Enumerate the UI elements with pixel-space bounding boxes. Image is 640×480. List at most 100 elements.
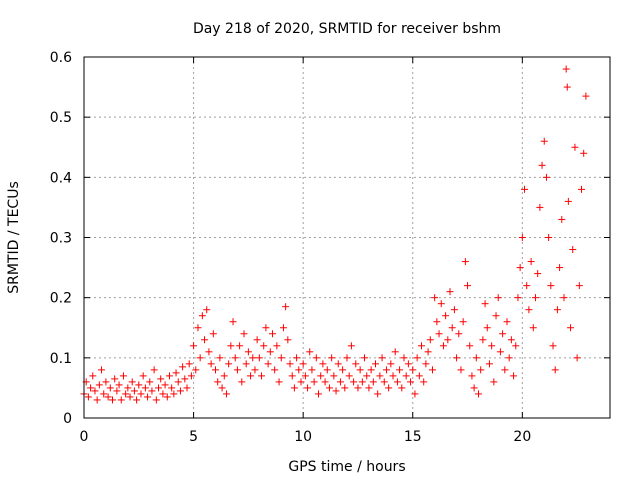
data-point xyxy=(183,384,191,392)
data-point xyxy=(367,366,375,374)
data-point xyxy=(505,354,513,362)
data-point xyxy=(306,348,314,356)
data-point xyxy=(196,354,204,362)
data-point xyxy=(457,366,465,374)
data-point xyxy=(556,264,564,272)
data-point xyxy=(253,336,261,344)
data-point xyxy=(387,360,395,368)
data-point xyxy=(442,312,450,320)
data-point xyxy=(343,354,351,362)
data-point xyxy=(409,366,417,374)
data-point xyxy=(481,300,489,308)
data-point xyxy=(404,360,412,368)
data-point xyxy=(161,381,169,389)
data-point xyxy=(209,330,217,338)
data-point xyxy=(130,387,138,395)
data-point xyxy=(194,324,202,332)
data-point xyxy=(163,393,171,401)
data-point xyxy=(407,378,415,386)
data-point xyxy=(288,372,296,380)
data-point xyxy=(514,294,522,302)
data-point xyxy=(128,378,136,386)
data-point xyxy=(459,318,467,326)
data-point xyxy=(494,294,502,302)
data-point xyxy=(102,378,110,386)
data-point xyxy=(558,215,566,223)
data-point xyxy=(290,384,298,392)
data-point xyxy=(564,197,572,205)
data-point xyxy=(413,354,421,362)
data-point xyxy=(115,381,123,389)
data-point xyxy=(220,372,228,380)
data-point xyxy=(492,312,500,320)
data-point xyxy=(332,387,340,395)
data-point xyxy=(100,390,108,398)
data-point xyxy=(104,393,112,401)
data-point xyxy=(301,372,309,380)
data-point xyxy=(402,372,410,380)
x-tick-label: 15 xyxy=(404,429,422,445)
data-point xyxy=(516,264,524,272)
data-point xyxy=(323,366,331,374)
data-point xyxy=(466,342,474,350)
data-point xyxy=(148,387,156,395)
data-point xyxy=(295,366,303,374)
data-point xyxy=(542,173,550,181)
data-point xyxy=(391,348,399,356)
data-point xyxy=(95,381,103,389)
data-point xyxy=(321,378,329,386)
data-point xyxy=(562,65,570,73)
data-point xyxy=(304,384,312,392)
data-point xyxy=(190,342,198,350)
data-point xyxy=(165,372,173,380)
data-point xyxy=(207,360,215,368)
data-point xyxy=(111,375,119,383)
x-axis-label: GPS time / hours xyxy=(288,459,405,475)
data-point xyxy=(187,372,195,380)
data-point xyxy=(534,270,542,278)
data-point xyxy=(444,336,452,344)
data-point xyxy=(529,324,537,332)
data-point xyxy=(485,360,493,368)
data-point xyxy=(325,384,333,392)
data-point xyxy=(108,396,116,404)
y-tick-label: 0.1 xyxy=(50,351,72,367)
data-point xyxy=(273,342,281,350)
data-point xyxy=(448,324,456,332)
data-point xyxy=(174,378,182,386)
data-point xyxy=(418,342,426,350)
y-tick-label: 0.6 xyxy=(50,50,72,66)
data-point xyxy=(380,378,388,386)
data-point xyxy=(179,363,187,371)
data-point xyxy=(93,396,101,404)
data-point xyxy=(144,393,152,401)
data-point xyxy=(365,384,373,392)
data-point xyxy=(312,354,320,362)
data-point xyxy=(244,348,252,356)
data-point xyxy=(218,384,226,392)
data-point xyxy=(580,149,588,157)
data-point xyxy=(159,390,167,398)
data-point xyxy=(141,384,149,392)
data-point xyxy=(286,360,294,368)
data-point xyxy=(98,366,106,374)
data-point xyxy=(284,336,292,344)
data-point xyxy=(146,378,154,386)
data-point xyxy=(503,318,511,326)
data-point xyxy=(176,387,184,395)
data-point xyxy=(212,366,219,374)
data-point xyxy=(578,185,586,193)
data-point xyxy=(470,384,478,392)
data-point xyxy=(536,203,544,211)
data-point xyxy=(428,366,436,374)
data-point xyxy=(376,372,384,380)
data-point xyxy=(415,372,423,380)
data-point xyxy=(170,390,178,398)
y-tick-label: 0.3 xyxy=(50,231,72,247)
data-point xyxy=(560,294,568,302)
data-point xyxy=(227,342,235,350)
data-point xyxy=(266,348,274,356)
data-point xyxy=(225,360,233,368)
data-point xyxy=(396,366,404,374)
data-point xyxy=(369,378,377,386)
